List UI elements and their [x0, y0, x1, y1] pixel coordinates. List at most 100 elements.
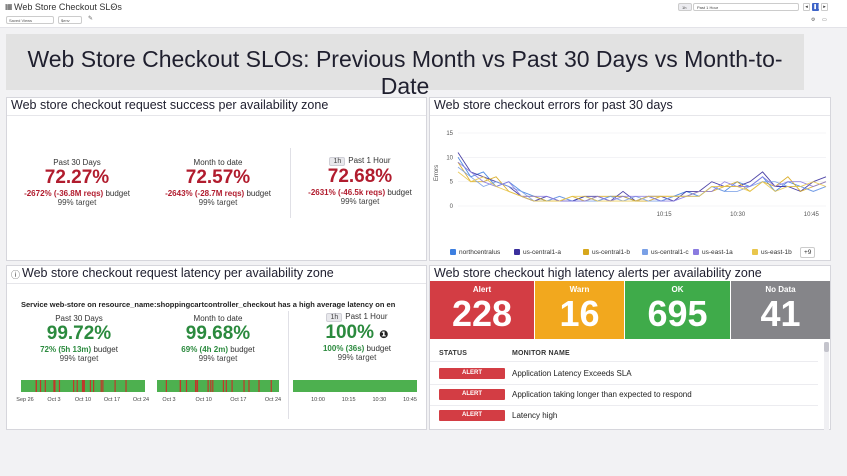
- legend-item[interactable]: us-central1-a: [514, 249, 561, 256]
- slo-target: 99% target: [198, 198, 238, 207]
- scrollbar-track[interactable]: [824, 342, 829, 430]
- slo-target: 99% target: [198, 354, 238, 363]
- downtime-mark[interactable]: [44, 380, 46, 392]
- downtime-mark[interactable]: [179, 380, 181, 392]
- downtime-mark[interactable]: [89, 380, 92, 392]
- downtime-mark[interactable]: [212, 380, 214, 392]
- legend-more-button[interactable]: +9: [800, 247, 816, 258]
- gear-icon[interactable]: ⚙: [811, 17, 816, 23]
- slo-past-30-days[interactable]: Past 30 Days 72.27% -2672% (-36.8M reqs)…: [11, 158, 143, 207]
- slo-label: Month to date: [193, 158, 243, 167]
- status-column-header[interactable]: STATUS: [439, 350, 468, 357]
- latency-slo-past-1-hour[interactable]: 1h Past 1 Hour 100% ❶ 100% (36s) budget 9…: [291, 312, 423, 362]
- downtime-mark[interactable]: [54, 380, 56, 392]
- info-icon[interactable]: ❶: [379, 329, 389, 341]
- legend-swatch: [642, 249, 648, 255]
- downtime-mark[interactable]: [76, 380, 78, 392]
- status-tile-no-data[interactable]: No Data 41: [731, 281, 830, 339]
- uptime-bar[interactable]: [157, 380, 279, 392]
- downtime-mark[interactable]: [58, 380, 61, 392]
- alert-badge: ALERT: [439, 368, 505, 379]
- errors-chart[interactable]: 15 10 5 0 Errors 10:15 10:30 10:45: [430, 128, 830, 243]
- monitor-row[interactable]: ALERT Application Latency Exceeds SLA: [430, 365, 818, 383]
- slo-budget: 69% (4h 2m): [181, 345, 228, 354]
- y-tick-label: 0: [450, 204, 454, 210]
- downtime-mark[interactable]: [53, 380, 55, 392]
- monitor-name[interactable]: Application taking longer than expected …: [512, 390, 692, 399]
- series-line[interactable]: [457, 152, 827, 202]
- scrollbar-thumb[interactable]: [824, 342, 829, 352]
- monitor-name[interactable]: Latency high: [512, 411, 558, 420]
- status-tile-warn[interactable]: Warn 16: [535, 281, 624, 339]
- slo-budget-suffix: budget: [103, 189, 130, 198]
- downtime-mark[interactable]: [225, 380, 227, 392]
- downtime-mark[interactable]: [185, 380, 188, 392]
- downtime-mark[interactable]: [270, 380, 272, 392]
- time-tag: 1h: [329, 157, 346, 166]
- downtime-mark[interactable]: [35, 380, 37, 392]
- uptime-tick-label: Oct 10: [74, 397, 92, 403]
- prev-icon[interactable]: ◂: [803, 3, 810, 11]
- series-line[interactable]: [457, 161, 827, 202]
- time-range-select[interactable]: Past 1 Hour: [693, 3, 799, 11]
- x-tick-label: 10:45: [804, 212, 820, 218]
- uptime-bar[interactable]: [21, 380, 145, 392]
- downtime-mark[interactable]: [100, 380, 102, 392]
- dashboard-title[interactable]: Web Store Checkout SLOs: [14, 2, 122, 12]
- alert-badge: ALERT: [439, 389, 505, 400]
- downtime-mark[interactable]: [196, 380, 199, 392]
- saved-views-select[interactable]: Saved Views: [6, 16, 54, 24]
- status-tile-ok[interactable]: OK 695: [625, 281, 730, 339]
- downtime-mark[interactable]: [73, 380, 75, 392]
- latency-slo-past-30-days[interactable]: Past 30 Days 99.72% 72% (5h 13m) budget …: [13, 314, 145, 363]
- divider: [430, 115, 830, 116]
- divider: [430, 361, 818, 362]
- downtime-mark[interactable]: [125, 380, 127, 392]
- downtime-mark[interactable]: [83, 380, 85, 392]
- uptime-bar[interactable]: [293, 380, 417, 392]
- latency-slo-month-to-date[interactable]: Month to date 99.68% 69% (4h 2m) budget …: [152, 314, 284, 363]
- downtime-mark[interactable]: [231, 380, 233, 392]
- pause-icon[interactable]: ❚❚: [812, 3, 822, 11]
- legend-swatch: [583, 249, 589, 255]
- legend-item[interactable]: us-central1-c: [642, 249, 689, 256]
- info-icon[interactable]: ⓘ: [11, 270, 21, 280]
- chevron-down-icon[interactable]: ⌄: [110, 1, 117, 10]
- monitor-column-header[interactable]: MONITOR NAME: [512, 350, 570, 357]
- y-tick-label: 5: [450, 180, 454, 186]
- downtime-mark[interactable]: [210, 380, 212, 392]
- slo-value: 72.68%: [327, 166, 393, 187]
- monitor-row[interactable]: ALERT Latency high: [430, 407, 818, 425]
- downtime-mark[interactable]: [93, 380, 95, 392]
- series-line[interactable]: [457, 157, 827, 202]
- monitor-name[interactable]: Application Latency Exceeds SLA: [512, 369, 632, 378]
- downtime-mark[interactable]: [248, 380, 250, 392]
- downtime-mark[interactable]: [258, 380, 260, 392]
- slo-past-1-hour[interactable]: 1h Past 1 Hour 72.68% -2631% (-46.5k reqs…: [294, 156, 426, 206]
- series-line[interactable]: [457, 171, 827, 202]
- slo-month-to-date[interactable]: Month to date 72.57% -2643% (-28.7M reqs…: [152, 158, 284, 207]
- downtime-mark[interactable]: [39, 380, 42, 392]
- env-filter-select[interactable]: $env: [58, 16, 82, 24]
- downtime-mark[interactable]: [195, 380, 197, 392]
- legend-item[interactable]: us-central1-b: [583, 249, 630, 256]
- edit-icon[interactable]: ✎: [88, 16, 94, 22]
- y-axis-label: Errors: [434, 165, 440, 181]
- downtime-mark[interactable]: [82, 380, 85, 392]
- downtime-mark[interactable]: [81, 380, 84, 392]
- legend-item[interactable]: us-east-1a: [693, 249, 733, 256]
- legend-item[interactable]: northcentralus: [450, 249, 500, 256]
- panel-title: Web store checkout high latency alerts p…: [434, 266, 762, 280]
- downtime-mark[interactable]: [222, 380, 225, 392]
- legend-item[interactable]: us-east-1b: [752, 249, 792, 256]
- downtime-mark[interactable]: [207, 380, 209, 392]
- monitor-row[interactable]: ALERT Application taking longer than expe…: [430, 386, 818, 404]
- status-tile-alert[interactable]: Alert 228: [430, 281, 534, 339]
- downtime-mark[interactable]: [243, 380, 245, 392]
- fullscreen-icon[interactable]: ▭: [822, 17, 827, 23]
- downtime-mark[interactable]: [114, 380, 116, 392]
- y-tick-label: 15: [446, 131, 453, 137]
- next-icon[interactable]: ▸: [821, 3, 828, 11]
- downtime-mark[interactable]: [102, 380, 104, 392]
- downtime-mark[interactable]: [165, 380, 167, 392]
